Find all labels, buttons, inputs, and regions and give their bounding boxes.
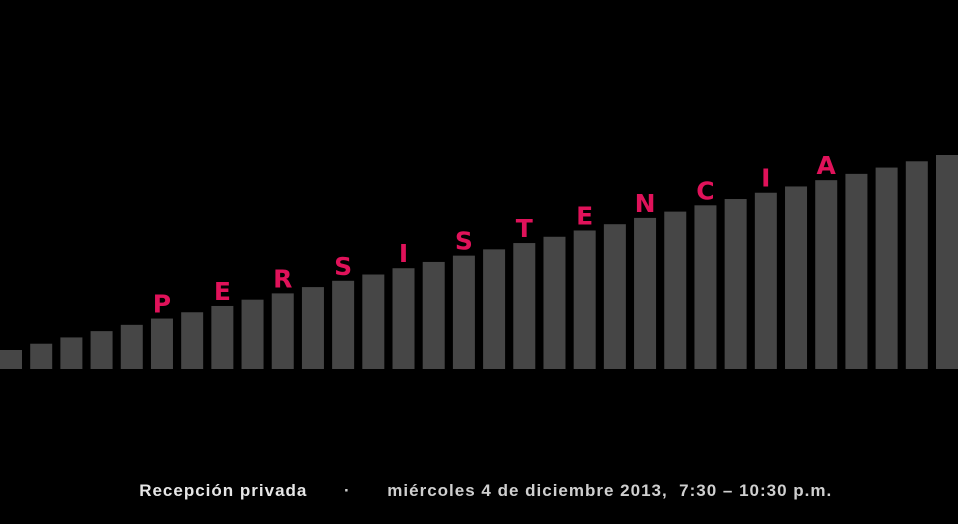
letter: E: [576, 201, 593, 230]
bar: [60, 337, 83, 369]
bar: [815, 180, 838, 369]
bar: [785, 186, 808, 369]
bar: [875, 167, 898, 369]
bar: [181, 312, 204, 369]
bar: [724, 199, 747, 369]
bar: [150, 318, 173, 369]
letter: E: [214, 277, 231, 306]
event-details: miércoles 4 de diciembre 2013, 7:30 – 10…: [387, 481, 832, 500]
bar: [573, 230, 596, 369]
separator: ·: [344, 481, 351, 500]
bar: [603, 224, 626, 369]
bar: [513, 243, 536, 369]
bar: [483, 249, 506, 369]
bar: [241, 299, 264, 369]
bar: [694, 205, 717, 369]
letter: T: [516, 214, 533, 243]
letter: S: [455, 227, 473, 256]
bar-staircase: [0, 155, 958, 369]
bar: [362, 274, 385, 369]
title-letters: P E R S I S T E N C I A: [153, 151, 837, 318]
bar: [90, 331, 113, 369]
bar: [30, 343, 53, 369]
letter: N: [635, 189, 656, 218]
bar: [211, 305, 234, 369]
bar: [936, 155, 958, 369]
letter: S: [334, 252, 352, 281]
footer: Recepción privada · miércoles 4 de dicie…: [111, 481, 850, 500]
bar: [845, 173, 868, 369]
bar: [543, 236, 566, 369]
letter: R: [273, 264, 292, 293]
bar: [301, 287, 324, 369]
letter: A: [817, 151, 837, 180]
bar: [905, 161, 928, 369]
letter: P: [153, 290, 171, 319]
bar: [120, 324, 143, 369]
bar: [634, 217, 657, 369]
bar: [332, 280, 355, 369]
reception: Recepción privada: [139, 481, 307, 500]
letter: I: [399, 239, 408, 268]
bar: [754, 192, 777, 369]
bar: [422, 261, 445, 369]
bar: [271, 293, 294, 369]
bar: [0, 350, 22, 369]
letter: C: [696, 176, 714, 205]
bar: [392, 268, 415, 369]
letter: I: [761, 164, 770, 193]
bar: [452, 255, 475, 369]
bar: [664, 211, 687, 369]
